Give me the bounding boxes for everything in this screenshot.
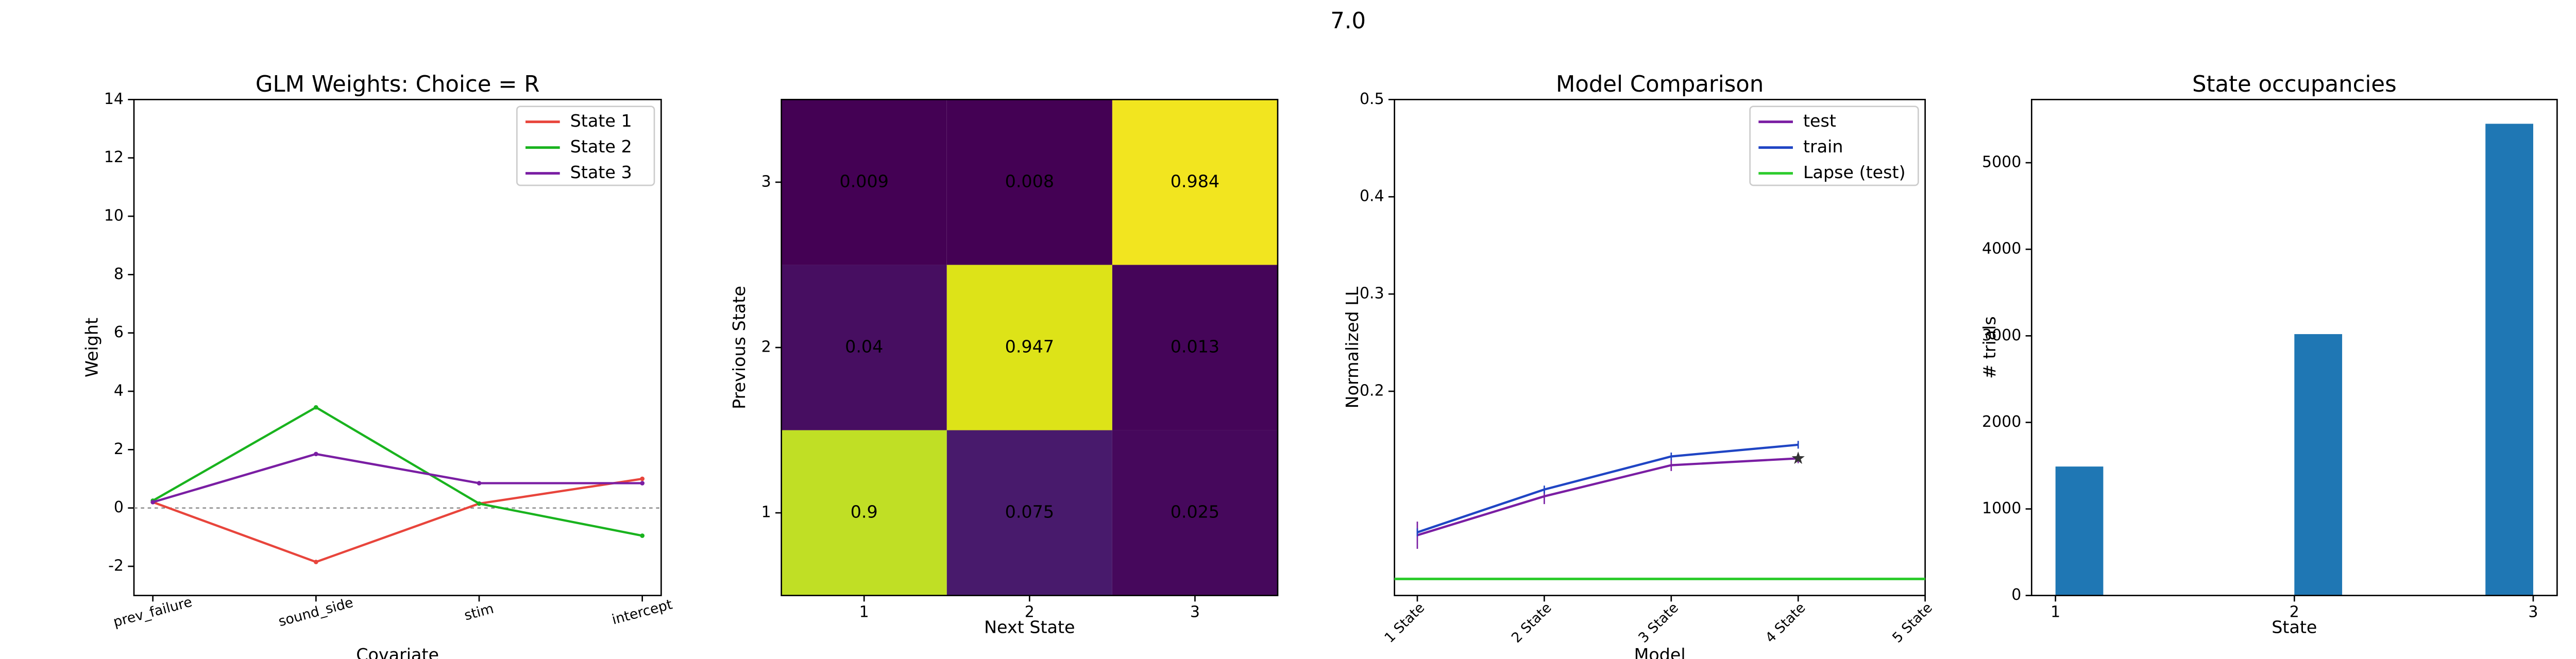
y-tick-label: 0.3 [1360, 285, 1384, 303]
point [150, 499, 155, 505]
y-tick-label: 6 [114, 323, 124, 341]
y-tick-label: 8 [114, 265, 124, 283]
cell-label: 0.013 [1171, 336, 1219, 356]
heatmap-cell [781, 99, 947, 265]
point [313, 405, 318, 410]
cell-label: 0.984 [1171, 171, 1219, 191]
y-tick-label: 3 [761, 172, 771, 190]
y-axis-label: Normalized LL [1342, 286, 1362, 408]
x-axis-label: Next State [984, 617, 1075, 637]
heatmap-cell [946, 265, 1112, 430]
x-axis-label: Model [1634, 645, 1686, 659]
bar [2294, 334, 2343, 596]
x-tick-label: 3 [2528, 603, 2538, 621]
y-tick-label: 2000 [1982, 413, 2021, 431]
x-tick-label: 1 [2050, 603, 2060, 621]
y-tick-label: 10 [104, 206, 124, 224]
cell-label: 0.947 [1005, 336, 1054, 356]
figure-content: 7.0 GLM Weights: Choice = R Covariate Weig… [81, 8, 2558, 659]
point [640, 481, 645, 485]
cell-label: 0.9 [851, 502, 878, 522]
x-tick-label: 5 State [1889, 600, 1936, 646]
heatmap-cell [781, 430, 947, 596]
heatmap-cell [946, 99, 1112, 265]
y-axis-label: Weight [81, 318, 101, 377]
y-tick-label: 3000 [1982, 326, 2021, 344]
y-tick-label: 12 [104, 148, 124, 166]
legend-label: State 1 [570, 111, 632, 131]
y-tick-label: -2 [108, 557, 124, 575]
y-tick-label: 1 [761, 504, 771, 522]
cell-label: 0.009 [840, 171, 889, 191]
heatmap-cell [1112, 430, 1278, 596]
x-tick-label: 4 State [1762, 600, 1809, 646]
best-marker [1791, 451, 1805, 464]
y-axis-label: # trials [1979, 316, 1999, 379]
heatmap-cell [1112, 99, 1278, 265]
y-tick-label: 4000 [1982, 240, 2021, 258]
y-tick-label: 0.2 [1360, 381, 1384, 400]
x-tick-label: 3 [1190, 603, 1200, 621]
series-line [1417, 443, 1799, 533]
series-line [152, 453, 642, 504]
legend-label: State 3 [570, 162, 632, 182]
y-tick-label: 4 [114, 381, 124, 400]
y-tick-label: 5000 [1982, 153, 2021, 171]
heatmap-cell [1112, 265, 1278, 430]
axes-title: GLM Weights: Choice = R [256, 72, 539, 97]
cell-label: 0.04 [845, 336, 883, 356]
y-axis-label: Previous State [729, 286, 749, 409]
point [477, 481, 482, 485]
y-tick-label: 0 [114, 498, 124, 516]
point [640, 533, 645, 538]
legend-label: train [1803, 136, 1843, 157]
heatmap-cell [946, 430, 1112, 596]
y-tick-label: 0.5 [1360, 90, 1384, 108]
x-tick-label: 2 State [1509, 600, 1555, 646]
axes-frame [133, 98, 662, 596]
legend-box [516, 106, 655, 186]
point [313, 452, 318, 457]
x-axis-label: Covariate [356, 645, 439, 659]
axes-frame [1394, 98, 1926, 596]
y-tick-label: 0 [2011, 586, 2021, 604]
x-axis-label: State [2272, 617, 2317, 637]
y-tick-label: 0.4 [1360, 187, 1384, 205]
x-tick-label: 2 [1025, 603, 1035, 621]
y-tick-label: 14 [104, 90, 124, 108]
cell-label: 0.025 [1171, 502, 1219, 522]
axes-title: Model Comparison [1556, 72, 1764, 97]
x-tick-label: stim [463, 601, 496, 624]
legend-label: State 2 [570, 136, 632, 157]
cell-label: 0.008 [1005, 171, 1054, 191]
legend-label: test [1803, 111, 1836, 131]
axes-title: State occupancies [2192, 72, 2397, 97]
y-tick-label: 2 [761, 338, 771, 356]
x-tick-label: 1 [859, 603, 869, 621]
point [477, 501, 482, 506]
x-tick-label: 2 [2290, 603, 2299, 621]
point [640, 476, 645, 481]
y-tick-label: 1000 [1982, 499, 2021, 517]
legend-box [1749, 106, 1919, 186]
series-line [152, 477, 642, 563]
series-line [152, 406, 643, 537]
y-tick-label: 2 [114, 440, 124, 458]
x-tick-label: 1 State [1381, 600, 1428, 646]
bar [2485, 124, 2533, 596]
heatmap-cell [781, 265, 947, 430]
cell-label: 0.075 [1005, 502, 1054, 522]
series-line [1417, 457, 1799, 536]
bar [2055, 466, 2104, 596]
figure-title: 7.0 [1330, 8, 1366, 34]
legend-label: Lapse (test) [1803, 162, 1906, 182]
x-tick-label: 3 State [1635, 600, 1682, 646]
point [313, 560, 318, 564]
